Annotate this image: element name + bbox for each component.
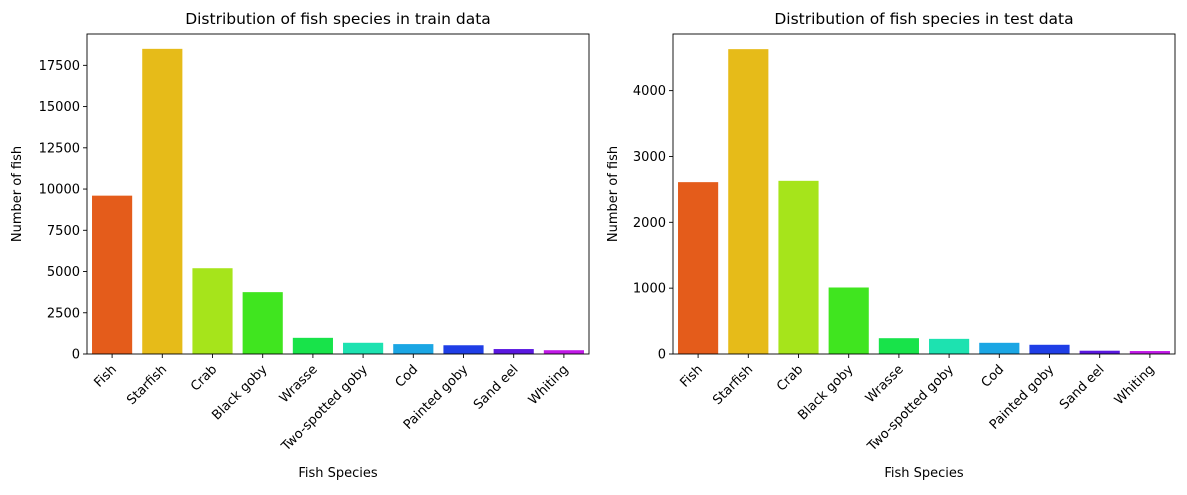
y-tick-label: 1000 xyxy=(633,282,666,297)
x-tick-label: Starfish xyxy=(124,362,170,408)
y-tick-label: 5000 xyxy=(47,265,80,280)
x-axis-label: Fish Species xyxy=(298,466,378,481)
y-axis-label: Number of fish xyxy=(10,146,25,242)
bar-3 xyxy=(828,287,869,354)
y-tick-label: 7500 xyxy=(47,224,80,239)
bar-6 xyxy=(393,344,434,354)
bar-2 xyxy=(192,268,233,354)
chart-train: 0 2500 5000 7500 10000 12500 15000 17500 Fish Sta… xyxy=(10,10,590,481)
bar-5 xyxy=(929,338,970,354)
y-tick-label: 0 xyxy=(658,348,666,363)
y-tick-label: 15000 xyxy=(39,100,80,115)
x-tick-label: Wrasse xyxy=(863,362,907,406)
x-tick-label: Cod xyxy=(979,362,1007,390)
bar-1 xyxy=(728,49,769,354)
chart-title: Distribution of fish species in test dat… xyxy=(774,10,1073,28)
plot-frame xyxy=(86,33,590,355)
bar-0 xyxy=(678,182,719,354)
x-tick-label: Sand eel xyxy=(471,362,522,413)
x-tick-label: Whiting xyxy=(1112,362,1158,408)
y-tick-label: 2000 xyxy=(633,216,666,231)
bar-2 xyxy=(778,180,819,354)
y-tick-label: 4000 xyxy=(633,84,666,99)
x-tick-label: Sand eel xyxy=(1057,362,1108,413)
y-tick-label: 2500 xyxy=(47,306,80,321)
x-tick-label: Two-spotted goby xyxy=(864,362,957,455)
chart-title: Distribution of fish species in train da… xyxy=(185,10,491,28)
x-tick-label: Whiting xyxy=(526,362,572,408)
plot-frame xyxy=(672,33,1176,355)
y-tick-label: 17500 xyxy=(39,59,80,74)
bar-7 xyxy=(1029,344,1070,354)
bar-8 xyxy=(493,349,534,354)
bar-3 xyxy=(242,292,283,354)
y-tick-label: 10000 xyxy=(39,183,80,198)
x-tick-label: Cod xyxy=(393,362,421,390)
bar-4 xyxy=(292,337,333,354)
x-axis-label: Fish Species xyxy=(884,466,964,481)
y-axis-label: Number of fish xyxy=(606,146,621,242)
bar-5 xyxy=(343,342,384,354)
x-tick-label: Wrasse xyxy=(277,362,321,406)
y-tick-label: 12500 xyxy=(39,141,80,156)
x-tick-label: Starfish xyxy=(710,362,756,408)
x-tick-label: Fish xyxy=(678,362,706,390)
y-tick-label: 3000 xyxy=(633,150,666,165)
bar-8 xyxy=(1079,350,1120,354)
y-tick-label: 0 xyxy=(72,348,80,363)
x-tick-label: Two-spotted goby xyxy=(278,362,371,455)
bar-9 xyxy=(543,350,584,354)
x-tick-label: Crab xyxy=(188,362,220,394)
x-tick-label: Crab xyxy=(774,362,806,394)
bar-0 xyxy=(92,195,133,354)
bar-9 xyxy=(1129,351,1170,354)
bar-7 xyxy=(443,345,484,354)
bar-6 xyxy=(979,342,1020,354)
x-tick-label: Fish xyxy=(92,362,120,390)
bar-1 xyxy=(142,48,183,354)
bar-4 xyxy=(878,338,919,354)
